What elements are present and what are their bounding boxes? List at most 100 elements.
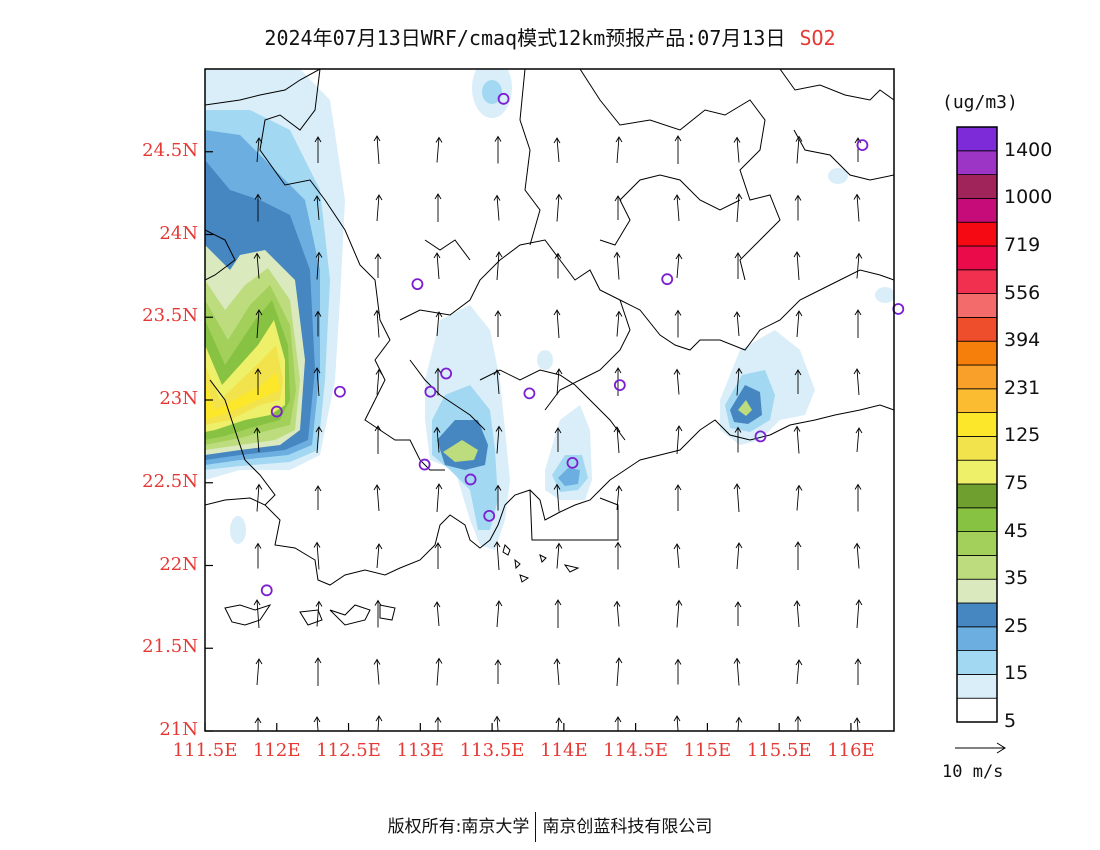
station-marker [613, 379, 626, 392]
wind-arrow [914, 486, 920, 510]
wind-arrow [493, 715, 501, 731]
wind-arrow [314, 657, 322, 686]
station-marker [497, 92, 510, 105]
wind-arrow [853, 193, 861, 222]
wind-arrow [795, 659, 803, 685]
colorbar-swatch [956, 459, 998, 485]
lon-label: 116E [827, 740, 875, 761]
lon-label: 111.5E [172, 740, 238, 761]
wind-arrow [794, 194, 802, 221]
wind-arrow [433, 601, 441, 627]
wind-arrow [313, 195, 321, 221]
colorbar-swatch [956, 316, 998, 342]
wind-arrow [614, 367, 622, 396]
wind-arrow [495, 600, 503, 628]
wind-arrow [734, 426, 742, 453]
colorbar-swatch [956, 650, 998, 675]
wind-arrow [613, 600, 621, 627]
title-text: 2024年07月13日WRF/cmaq模式12km预报产品:07月13日 [264, 26, 786, 50]
wind-arrow [254, 193, 262, 222]
wind-arrow [615, 136, 623, 164]
colorbar-label: 719 [1004, 234, 1041, 256]
wind-arrow [853, 717, 861, 731]
wind-arrow [674, 658, 682, 685]
station-marker [411, 278, 424, 291]
station-marker [260, 584, 273, 597]
station-marker [661, 273, 674, 286]
concentration-field [205, 69, 894, 550]
colorbar-swatch [956, 435, 998, 461]
station-marker [424, 385, 437, 398]
wind-arrow [914, 658, 920, 686]
wind-arrow [855, 599, 863, 629]
wind-arrow [553, 137, 561, 163]
wind-arrow [793, 251, 801, 281]
station-marker [418, 458, 431, 471]
colorbar-swatch [956, 197, 998, 223]
wind-arrow [554, 252, 562, 279]
lon-label: 113E [396, 740, 445, 761]
pollutant-label: SO2 [799, 26, 836, 50]
wind-arrow [734, 252, 742, 279]
wind-arrow [374, 425, 382, 454]
province-boundary [259, 69, 445, 471]
station-marker [440, 367, 453, 380]
wind-arrow [553, 483, 561, 512]
wind-arrow [855, 427, 863, 453]
colorbar-label: 35 [1004, 567, 1029, 590]
wind-arrow [793, 600, 801, 628]
wind-arrow [614, 195, 622, 220]
wind-arrow [314, 136, 322, 163]
wind-arrow [494, 484, 502, 511]
wind-arrow [734, 601, 742, 626]
wind-arrow [675, 253, 683, 279]
copyright-footer: 版权所有:南京大学 南京创蓝科技有限公司 [0, 812, 1100, 842]
wind-arrow [254, 717, 262, 731]
colorbar-swatch [956, 507, 998, 532]
wind-arrow [313, 541, 321, 570]
colorbar-label: 394 [1004, 329, 1041, 352]
colorbar-label: 556 [1004, 281, 1041, 304]
wind-arrow [914, 312, 920, 337]
lon-label: 113.5E [459, 740, 525, 761]
wind-arrow [255, 658, 263, 686]
colorbar-frame [956, 126, 998, 723]
wind-arrow [914, 137, 920, 163]
wind-arrow [735, 542, 743, 570]
footer-divider [535, 812, 537, 842]
wind-arrow [854, 309, 862, 338]
wind-vectors [253, 135, 920, 731]
wind-arrow [315, 426, 323, 454]
lon-label: 112E [253, 740, 301, 761]
wind-arrow [554, 427, 562, 452]
wind-arrow [434, 193, 442, 222]
station-marker [856, 139, 869, 152]
wind-arrow [555, 717, 563, 731]
colorbar-swatch [956, 293, 998, 318]
wind-arrow [315, 251, 323, 280]
colorbar-swatch [956, 364, 998, 390]
colorbar-swatch [956, 555, 998, 580]
station-marker [892, 303, 905, 315]
station-marker [464, 473, 477, 486]
map-title: 2024年07月13日WRF/cmaq模式12km预报产品:07月13日 SO2 [0, 22, 1100, 51]
lat-label: 22N [159, 553, 198, 575]
wind-arrow [794, 541, 802, 570]
wind-arrow [435, 483, 443, 513]
wind-arrow [433, 252, 441, 280]
station-marker [334, 385, 346, 398]
wind-arrow [733, 483, 741, 513]
wind-arrow [735, 716, 743, 731]
colorbar-swatch [956, 269, 998, 294]
colorbar [956, 126, 998, 723]
wind-arrow [554, 599, 562, 628]
wind-arrow [254, 542, 262, 569]
islands [224, 544, 580, 626]
colorbar-swatch [956, 602, 998, 628]
wind-arrow [795, 310, 803, 338]
wind-arrow [254, 368, 262, 395]
colorbar-swatch [956, 674, 998, 699]
wind-arrow [435, 311, 443, 337]
wind-arrow [673, 715, 681, 731]
